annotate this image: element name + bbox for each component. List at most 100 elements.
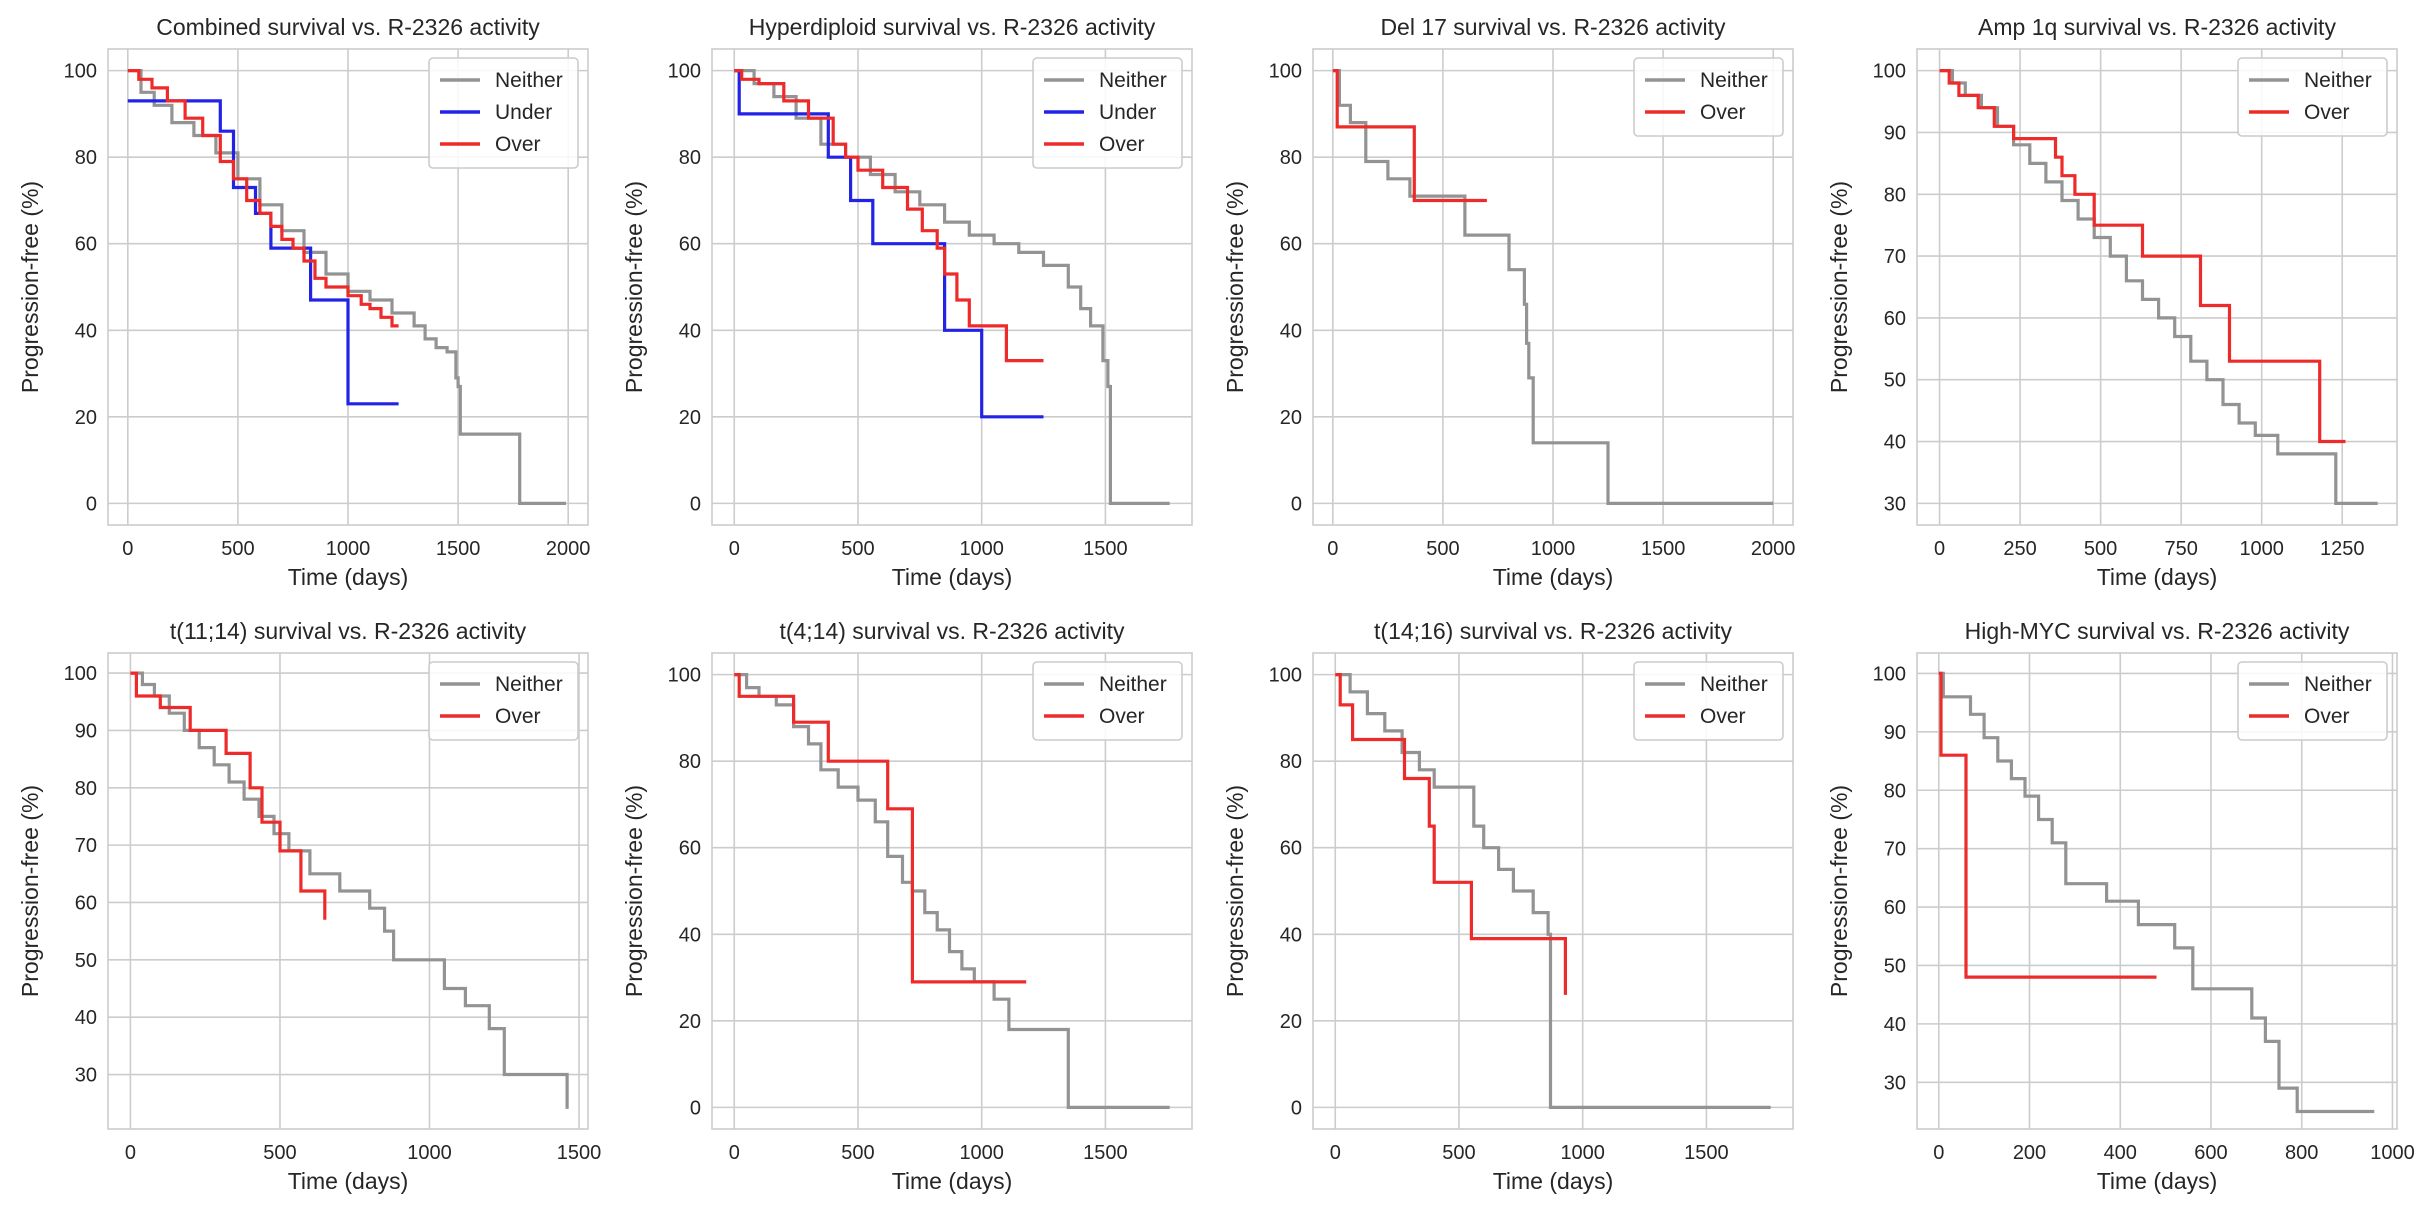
y-tick-label: 40: [1884, 432, 1906, 454]
y-tick-label: 40: [75, 320, 97, 342]
y-tick-label: 70: [75, 835, 97, 857]
y-tick-label: 50: [1884, 955, 1906, 977]
series-line-under: [734, 69, 1044, 419]
chart-title: High-MYC survival vs. R-2326 activity: [1965, 618, 2350, 644]
x-tick-label: 1000: [326, 538, 371, 560]
chart-panel-2: 0 500 1000 1500 0 20 40 60 80 100 Hyperdiploid sur…: [621, 14, 1193, 590]
y-axis-label: Progression-free (%): [1826, 181, 1852, 393]
chart-panel-8: 0 200 400 600 800 1000 30 40 50 60 70 80 90 100 High-M…: [1826, 618, 2415, 1194]
x-tick-label: 1250: [2320, 538, 2365, 560]
legend-entry-under: Under: [495, 101, 552, 124]
series-line-over: [1332, 69, 1487, 203]
x-tick-label: 250: [2003, 538, 2036, 560]
chart-panel-6: 0 500 1000 1500 0 20 40 60 80 100 t(4;14) survival…: [621, 618, 1193, 1194]
x-tick-label: 400: [2104, 1142, 2137, 1164]
x-axis-label: Time (days): [1493, 564, 1614, 590]
y-tick-label: 20: [679, 1011, 701, 1033]
y-axis-label: Progression-free (%): [621, 181, 647, 393]
series-line-over: [130, 671, 327, 920]
series-line-neither: [1335, 673, 1771, 1109]
series-line-neither: [1332, 69, 1774, 505]
y-tick-label: 100: [1269, 665, 1302, 687]
legend: Neither Over: [1633, 57, 1784, 137]
y-tick-label: 100: [668, 665, 701, 687]
x-tick-label: 0: [1933, 1142, 1944, 1164]
x-axis-label: Time (days): [892, 1168, 1013, 1194]
y-tick-label: 30: [1884, 1072, 1906, 1094]
y-axis-label: Progression-free (%): [1826, 785, 1852, 997]
y-axis-label: Progression-free (%): [1222, 785, 1248, 997]
y-tick-label: 30: [75, 1065, 97, 1087]
y-tick-label: 20: [1280, 407, 1302, 429]
x-tick-label: 750: [2164, 538, 2197, 560]
chart-panel-5: 0 500 1000 1500 30 40 50 60 70 80 90 100 t(11;14) su…: [17, 618, 601, 1194]
legend-entry-over: Over: [1099, 133, 1145, 156]
legend-entry-neither: Neither: [495, 673, 563, 696]
legend: Neither Over: [2237, 661, 2388, 741]
chart-panel-3: 0 500 1000 1500 2000 0 20 40 60 80 100 Del 17 survi…: [1222, 14, 1795, 590]
legend-box: [2237, 57, 2388, 137]
x-tick-label: 500: [1426, 538, 1459, 560]
x-tick-label: 1500: [1083, 538, 1128, 560]
x-tick-label: 200: [2013, 1142, 2046, 1164]
x-tick-label: 0: [729, 1142, 740, 1164]
y-tick-label: 40: [75, 1007, 97, 1029]
y-tick-label: 80: [1884, 780, 1906, 802]
x-axis-label: Time (days): [2097, 1168, 2218, 1194]
series-line-neither: [130, 671, 569, 1109]
y-tick-label: 40: [1280, 924, 1302, 946]
y-tick-label: 100: [668, 61, 701, 83]
y-tick-label: 60: [1280, 838, 1302, 860]
y-tick-label: 30: [1884, 493, 1906, 515]
x-tick-label: 1500: [1641, 538, 1686, 560]
y-tick-label: 60: [1884, 308, 1906, 330]
chart-panel-7: 0 500 1000 1500 0 20 40 60 80 100 t(14;16) surviva…: [1222, 618, 1794, 1194]
x-tick-label: 500: [2084, 538, 2117, 560]
chart-title: t(11;14) survival vs. R-2326 activity: [170, 618, 527, 644]
x-tick-label: 1500: [557, 1142, 602, 1164]
x-tick-label: 0: [729, 538, 740, 560]
y-tick-label: 0: [1291, 493, 1302, 515]
legend-box: [1032, 57, 1183, 169]
chart-panel-4: 0 250 500 750 1000 1250 30 40 50 60 70 80 90 100 Amp 1…: [1826, 14, 2398, 590]
x-axis-label: Time (days): [892, 564, 1013, 590]
legend-box: [1633, 57, 1784, 137]
series-line-over: [127, 69, 399, 328]
x-tick-label: 0: [1934, 538, 1945, 560]
legend-entry-under: Under: [1099, 101, 1156, 124]
x-tick-label: 1000: [1560, 1142, 1605, 1164]
legend-entry-neither: Neither: [2304, 673, 2372, 696]
y-tick-label: 0: [86, 493, 97, 515]
legend-entry-over: Over: [495, 705, 541, 728]
y-axis-label: Progression-free (%): [621, 785, 647, 997]
chart-title: Del 17 survival vs. R-2326 activity: [1380, 14, 1726, 40]
x-tick-label: 0: [1330, 1142, 1341, 1164]
x-tick-label: 500: [841, 1142, 874, 1164]
x-axis-label: Time (days): [2097, 564, 2218, 590]
x-tick-label: 800: [2285, 1142, 2318, 1164]
legend-entry-neither: Neither: [1099, 673, 1167, 696]
y-tick-label: 0: [690, 1097, 701, 1119]
y-tick-label: 80: [679, 751, 701, 773]
legend: Neither Over: [428, 661, 579, 741]
chart-panel-1: 0 500 1000 1500 2000 0 20 40 60 80 100 Combined sur…: [17, 14, 590, 590]
y-tick-label: 90: [1884, 722, 1906, 744]
x-tick-label: 600: [2194, 1142, 2227, 1164]
y-tick-label: 40: [679, 924, 701, 946]
series-line-under: [127, 99, 399, 406]
legend-box: [2237, 661, 2388, 741]
y-tick-label: 100: [64, 663, 97, 685]
chart-title: Hyperdiploid survival vs. R-2326 activit…: [749, 14, 1156, 40]
y-tick-label: 40: [1280, 320, 1302, 342]
y-tick-label: 70: [1884, 246, 1906, 268]
y-axis-label: Progression-free (%): [17, 181, 43, 393]
x-tick-label: 500: [841, 538, 874, 560]
x-axis-label: Time (days): [288, 564, 409, 590]
y-tick-label: 100: [1269, 61, 1302, 83]
x-tick-label: 1500: [1083, 1142, 1128, 1164]
legend-box: [1032, 661, 1183, 741]
y-tick-label: 20: [75, 407, 97, 429]
legend: Neither Over: [1032, 661, 1183, 741]
y-tick-label: 60: [75, 234, 97, 256]
x-tick-label: 0: [125, 1142, 136, 1164]
